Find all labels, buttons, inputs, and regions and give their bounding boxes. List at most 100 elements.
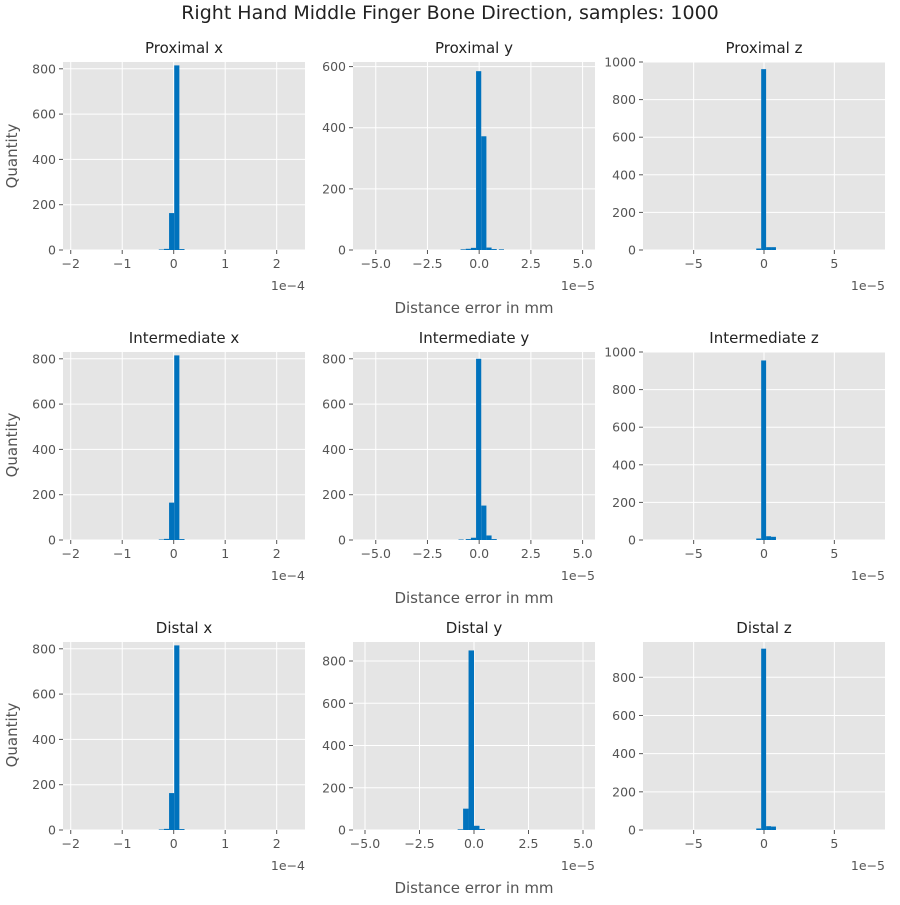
x-tick-label: 0.0	[469, 546, 489, 561]
x-tick-label: −5.0	[361, 546, 391, 561]
x-tick-label: 2	[273, 836, 281, 851]
subplot-title: Intermediate y	[419, 329, 530, 347]
x-tick-label: 5.0	[573, 256, 593, 271]
y-tick-label: 600	[612, 420, 636, 435]
x-tick-label: −1	[113, 256, 131, 271]
row3-xlabel: Distance error in mm	[394, 879, 553, 897]
x-tick-label: 0	[170, 546, 178, 561]
histogram-bar	[771, 537, 776, 540]
subplot-title: Proximal x	[145, 39, 223, 57]
histogram-bar	[169, 213, 174, 250]
y-tick-label: 200	[612, 495, 636, 510]
histogram-bar	[169, 793, 174, 830]
x-tick-label: −2.5	[412, 546, 442, 561]
x-tick-label: 2.5	[519, 836, 539, 851]
y-tick-label: 0	[48, 243, 56, 258]
y-tick-label: 600	[322, 59, 346, 74]
y-tick-label: 0	[338, 243, 346, 258]
histogram-bar	[463, 809, 468, 830]
y-tick-label: 800	[612, 382, 636, 397]
row1-ylabel: Quantity	[3, 123, 21, 188]
x-tick-label: −5	[684, 546, 702, 561]
x-tick-label: −2.5	[404, 836, 434, 851]
x-tick-label: 5	[830, 256, 838, 271]
subplot-title: Proximal y	[435, 39, 513, 57]
histogram-bar	[756, 248, 761, 250]
subplot-title: Intermediate x	[129, 329, 240, 347]
y-tick-label: 200	[322, 487, 346, 502]
subplot-title: Intermediate z	[709, 329, 819, 347]
y-tick-label: 800	[32, 61, 56, 76]
x-axis-multiplier: 1e−5	[851, 568, 885, 583]
y-tick-label: 200	[612, 205, 636, 220]
y-tick-label: 1000	[604, 345, 636, 360]
histogram-bar	[492, 539, 497, 540]
x-tick-label: 1	[221, 836, 229, 851]
histogram-bar	[479, 829, 484, 830]
y-tick-label: 200	[32, 487, 56, 502]
histogram-bar	[766, 826, 771, 830]
x-tick-label: 1	[221, 546, 229, 561]
histogram-bar	[466, 539, 471, 540]
x-tick-label: 1	[221, 256, 229, 271]
x-tick-label: −1	[113, 836, 131, 851]
histogram-bar	[466, 249, 471, 250]
y-tick-label: 400	[322, 738, 346, 753]
histogram-bar	[471, 538, 476, 540]
x-tick-label: 2	[273, 256, 281, 271]
histogram-bar	[756, 828, 761, 830]
histogram-bar	[458, 829, 463, 830]
x-tick-label: 5.0	[573, 836, 593, 851]
x-tick-label: 0	[760, 256, 768, 271]
histogram-bar	[761, 69, 766, 250]
histogram-bar	[761, 649, 766, 830]
x-axis-multiplier: 1e−5	[851, 278, 885, 293]
x-tick-label: −5	[684, 836, 702, 851]
histogram-bar	[461, 249, 466, 250]
x-axis-multiplier: 1e−5	[851, 858, 885, 873]
histogram-bar	[469, 650, 474, 830]
histogram-bar	[471, 248, 476, 250]
y-tick-label: 400	[322, 120, 346, 135]
histogram-bar	[169, 503, 174, 540]
subplot-title: Distal x	[156, 619, 213, 637]
y-tick-label: 800	[612, 670, 636, 685]
y-tick-label: 0	[338, 533, 346, 548]
y-tick-label: 800	[32, 351, 56, 366]
histogram-bar	[761, 360, 766, 540]
y-tick-label: 400	[32, 442, 56, 457]
x-tick-label: −2	[62, 546, 80, 561]
x-tick-label: −5.0	[361, 256, 391, 271]
histogram-bar	[499, 249, 504, 250]
y-tick-label: 400	[322, 442, 346, 457]
y-tick-label: 600	[612, 708, 636, 723]
histogram-bar	[179, 539, 184, 540]
histogram-bar	[486, 248, 491, 250]
y-tick-label: 600	[32, 687, 56, 702]
row2-ylabel: Quantity	[3, 412, 21, 477]
histogram-bar	[474, 826, 479, 830]
histogram-bar	[179, 249, 184, 250]
y-tick-label: 0	[48, 823, 56, 838]
histogram-bar	[771, 827, 776, 830]
x-axis-multiplier: 1e−4	[271, 858, 305, 873]
y-tick-label: 400	[612, 746, 636, 761]
y-tick-label: 400	[32, 732, 56, 747]
y-tick-label: 600	[322, 397, 346, 412]
x-tick-label: 0.0	[464, 836, 484, 851]
plot-area	[63, 642, 305, 830]
histogram-bar	[492, 249, 497, 250]
x-tick-label: 0	[170, 836, 178, 851]
y-tick-label: 600	[322, 696, 346, 711]
y-tick-label: 200	[32, 777, 56, 792]
plot-area	[63, 352, 305, 540]
x-tick-label: 0	[760, 836, 768, 851]
x-tick-label: −2	[62, 256, 80, 271]
x-tick-label: 5	[830, 836, 838, 851]
